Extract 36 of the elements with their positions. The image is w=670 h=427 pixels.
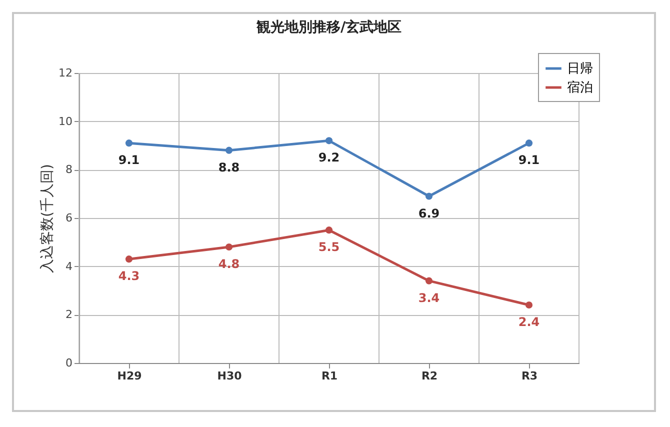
point xyxy=(225,146,233,154)
data-label: 9.1 xyxy=(118,153,140,168)
point xyxy=(125,140,133,147)
x-tick-label: H29 xyxy=(117,370,142,382)
point xyxy=(325,137,333,144)
y-tick-label: 0 xyxy=(66,356,72,370)
point xyxy=(425,277,433,284)
data-label: 8.8 xyxy=(218,160,240,174)
point xyxy=(525,301,533,309)
chart-title: 観光地別推移/玄武地区 xyxy=(255,18,402,36)
point xyxy=(525,140,533,147)
x-tick-label: R3 xyxy=(521,370,538,382)
y-tick-label: 6 xyxy=(66,212,72,224)
data-label: 4.8 xyxy=(218,257,240,271)
point xyxy=(125,256,133,263)
legend-label: 宿泊 xyxy=(567,80,593,96)
data-label: 5.5 xyxy=(318,240,340,254)
x-tick-label: H30 xyxy=(217,370,242,382)
y-tick-label: 10 xyxy=(58,114,72,128)
legend-label: 日帰 xyxy=(567,62,593,76)
data-label: 6.9 xyxy=(418,206,440,220)
data-label: 3.4 xyxy=(418,290,440,305)
data-label: 9.1 xyxy=(518,153,540,168)
y-axis-title: 入込客数(千人回) xyxy=(40,164,56,273)
point xyxy=(325,226,333,234)
y-tick-label: 12 xyxy=(58,66,72,80)
y-tick-label: 2 xyxy=(66,308,72,322)
data-label: 9.2 xyxy=(318,150,340,165)
x-tick-label: R2 xyxy=(421,370,438,382)
y-tick-label: 8 xyxy=(66,163,72,176)
point xyxy=(225,243,233,251)
y-tick-label: 4 xyxy=(66,260,72,273)
data-label: 4.3 xyxy=(118,269,140,284)
point xyxy=(425,192,433,200)
data-label: 2.4 xyxy=(518,315,540,329)
x-tick-label: R1 xyxy=(321,370,338,382)
